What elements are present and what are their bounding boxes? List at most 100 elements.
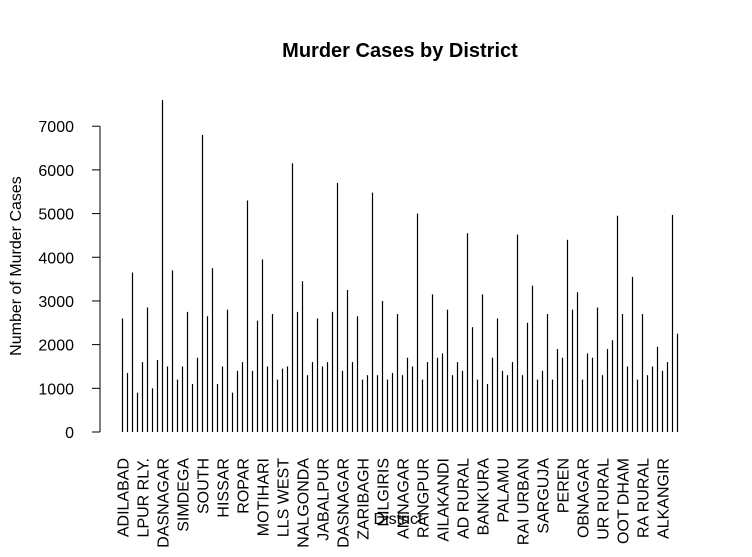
bar (556, 349, 559, 432)
bar (366, 375, 369, 432)
x-tick-label: ROPAR (236, 458, 253, 514)
bar (411, 366, 414, 432)
bar (616, 215, 619, 432)
x-axis-label: District (374, 511, 423, 528)
bar (371, 192, 374, 432)
bar (526, 322, 529, 432)
bar (436, 357, 439, 432)
bar (631, 276, 634, 432)
x-tick-label: BANKURA (476, 458, 493, 536)
x-tick-label: NILGIRIS (376, 458, 393, 526)
x-tick-label: PALAMU (496, 458, 513, 523)
bar (661, 370, 664, 432)
bar (356, 316, 359, 432)
x-tick-label: RA RURAL (636, 458, 653, 538)
y-tick-label: 3000 (38, 294, 74, 311)
bar (181, 366, 184, 432)
bar (376, 375, 379, 432)
bar (636, 379, 639, 432)
bar (441, 353, 444, 432)
bar (546, 314, 549, 432)
bar (286, 366, 289, 432)
bar (236, 370, 239, 432)
x-tick-label: DASNAGAR (156, 458, 173, 548)
bar (316, 318, 319, 432)
bar (536, 379, 539, 432)
bar (351, 362, 354, 432)
x-tick-label: AMNAGAR (396, 458, 413, 539)
bar (251, 370, 254, 432)
bar (516, 234, 519, 432)
bar (671, 214, 674, 432)
bar (241, 362, 244, 432)
bar (496, 318, 499, 432)
bar (246, 200, 249, 432)
bar (476, 379, 479, 432)
bar (391, 373, 394, 432)
x-tick-label: NALGONDA (296, 458, 313, 548)
bar (121, 318, 124, 432)
bar (481, 294, 484, 432)
bar (176, 379, 179, 432)
bar (256, 320, 259, 432)
bar (591, 357, 594, 432)
x-tick-label: SIMDEGA (176, 458, 193, 532)
bar (271, 314, 274, 432)
x-tick-label: SARGUJA (536, 458, 553, 534)
bar (401, 375, 404, 432)
bar (141, 362, 144, 432)
bar (221, 366, 224, 432)
bar (326, 362, 329, 432)
bar (281, 368, 284, 432)
bar (166, 366, 169, 432)
bar (541, 370, 544, 432)
x-tick-label: OBNAGAR (576, 458, 593, 538)
x-tick-label: OOT DHAM (616, 458, 633, 544)
x-tick-label: UR RURAL (596, 458, 613, 540)
x-tick-label: ALKANGIR (656, 458, 673, 539)
bar (511, 362, 514, 432)
x-tick-label: DASNAGAR (336, 458, 353, 548)
x-tick-label: ZARIBAGH (356, 458, 373, 540)
bar (336, 183, 339, 432)
bar (216, 383, 219, 432)
x-tick-label: PEREN (556, 458, 573, 513)
bar (131, 272, 134, 432)
bar (291, 163, 294, 432)
bar (396, 314, 399, 432)
bar (566, 239, 569, 432)
bar (446, 309, 449, 432)
bar (191, 383, 194, 432)
x-tick-label: HISSAR (216, 458, 233, 518)
bar (606, 349, 609, 432)
bar (531, 285, 534, 432)
x-tick-label: RANGPUR (416, 458, 433, 538)
x-tick-label: JABALPUR (316, 458, 333, 541)
bar (126, 373, 129, 432)
bar (571, 309, 574, 432)
x-tick-label: AILAKANDI (436, 458, 453, 542)
bar (206, 316, 209, 432)
bar (676, 333, 679, 432)
bar (611, 340, 614, 432)
bar (306, 375, 309, 432)
bar (321, 366, 324, 432)
y-tick-label: 1000 (38, 381, 74, 398)
bar (361, 379, 364, 432)
bar (151, 388, 154, 432)
y-tick-label: 2000 (38, 338, 74, 355)
bar (551, 379, 554, 432)
bar (301, 281, 304, 432)
bar (311, 362, 314, 432)
x-tick-label: LLS WEST (276, 458, 293, 537)
y-tick-label: 0 (65, 425, 74, 442)
x-tick-label: MOTIHARI (256, 458, 273, 536)
bar (186, 311, 189, 432)
bar (416, 213, 419, 432)
bar (491, 357, 494, 432)
bar (136, 392, 139, 432)
bar (431, 294, 434, 432)
bar (646, 375, 649, 432)
bar (466, 233, 469, 432)
